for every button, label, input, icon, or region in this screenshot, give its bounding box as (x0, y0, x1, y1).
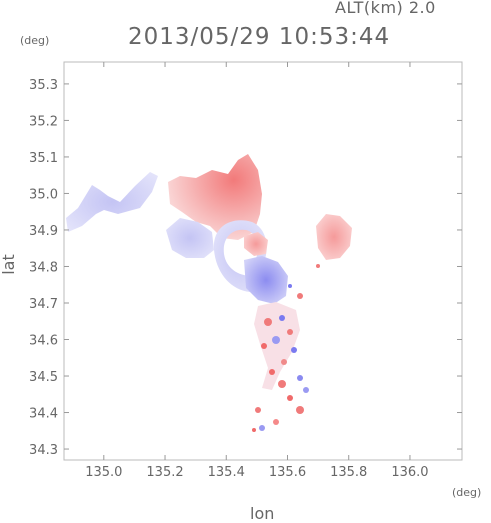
y-tick-label: 34.3 (29, 443, 58, 458)
echo-blue-core (244, 256, 288, 304)
echo-main-blue (166, 218, 214, 258)
x-ticks: 135.0 135.2 135.4 135.6 135.8 136.0 (85, 62, 429, 480)
echo-radar-ring (213, 220, 267, 292)
echo-field (66, 154, 352, 432)
echo-south-scatter (252, 264, 320, 432)
y-tick-label: 34.5 (29, 370, 58, 385)
echo-west-band (66, 172, 158, 232)
echo-east-red (316, 214, 352, 260)
y-tick-label: 34.7 (29, 297, 58, 312)
echo-red-core (244, 232, 268, 256)
y-tick-label: 34.6 (29, 334, 58, 349)
x-tick-label: 135.0 (85, 465, 122, 480)
timestamp-title: 2013/05/29 10:53:44 (128, 24, 391, 50)
y-tick-label: 34.9 (29, 224, 58, 239)
x-tick-label: 135.6 (269, 465, 306, 480)
y-tick-label: 35.3 (29, 78, 58, 93)
y-tick-label: 35.1 (29, 151, 58, 166)
x-axis-unit: (deg) (452, 486, 482, 499)
x-tick-label: 135.8 (330, 465, 367, 480)
altitude-label: ALT(km) 2.0 (335, 0, 436, 17)
echo-north-red (168, 154, 262, 240)
y-tick-label: 35.0 (29, 187, 58, 202)
x-tick-label: 136.0 (391, 465, 428, 480)
x-tick-label: 135.2 (146, 465, 183, 480)
y-tick-label: 35.2 (29, 114, 58, 129)
x-axis-label: lon (250, 504, 275, 523)
y-tick-label: 34.8 (29, 260, 58, 275)
y-axis-unit: (deg) (20, 34, 50, 47)
y-ticks: 34.3 34.4 34.5 34.6 34.7 34.8 34.9 35.0 35.1 35.2… (29, 78, 462, 458)
plot-frame (63, 61, 463, 461)
y-tick-label: 34.4 (29, 407, 58, 422)
x-tick-label: 135.4 (208, 465, 245, 480)
